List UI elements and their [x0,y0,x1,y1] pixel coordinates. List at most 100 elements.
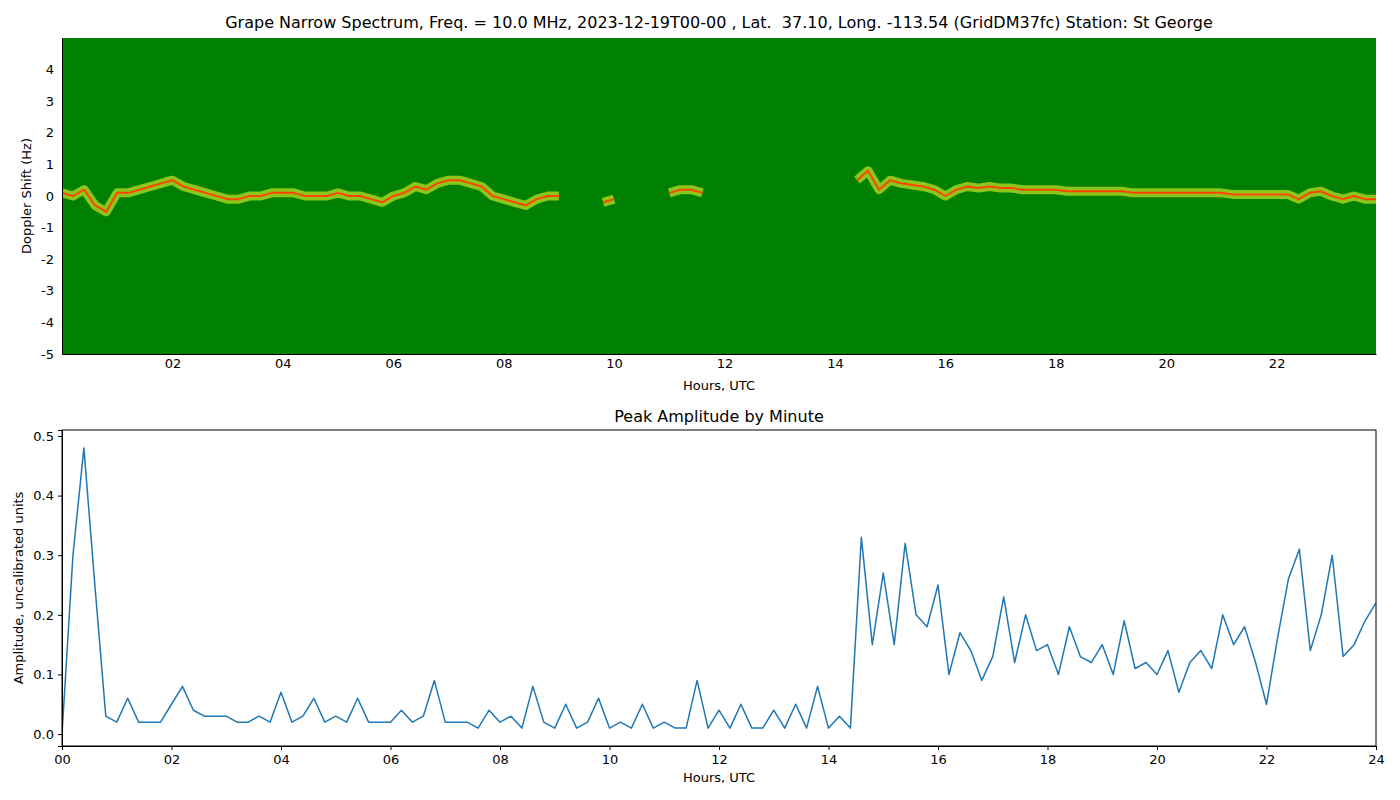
tick-label: 0.0 [33,727,54,742]
chart-title: Peak Amplitude by Minute [614,407,824,426]
tick-mark [58,615,62,616]
tick-label: 3 [46,94,54,109]
tick-mark [58,674,62,675]
axis-line [63,747,1377,751]
tick-mark [719,746,720,750]
tick-label: 16 [930,752,947,767]
panel: 0204060810121416182022-5-4-3-2-101234Gra… [19,13,1376,393]
tick: 08 [496,354,513,371]
axis-line [63,354,1377,355]
tick-label: -5 [41,347,54,362]
chart-root: 0204060810121416182022-5-4-3-2-101234Gra… [0,0,1400,800]
x-axis: 00 02 04 06 08 10 12 14 16 18 20 22 24 [54,746,1385,767]
tick: -3 [41,283,62,298]
tick-label: 1 [46,157,54,172]
tick-label: 06 [385,356,402,371]
tick-label: 12 [711,752,728,767]
panel: 00 02 04 06 08 10 12 14 16 18 20 22 24 0.0 0.1 0.2 0.3 0.… [11,407,1384,785]
tick-mark [938,746,939,750]
tick: 22 [1259,746,1276,767]
tick-label: 02 [165,356,182,371]
tick-label: 06 [383,752,400,767]
tick: 00 [54,746,71,767]
tick-label: 0.5 [33,429,54,444]
plot-frame [62,430,1376,746]
tick-label: 16 [938,356,955,371]
tick-label: 0.3 [33,548,54,563]
tick-label: 08 [492,752,509,767]
y-axis-title: Amplitude, uncalibrated units [11,491,26,684]
x-axis: 0204060810121416182022 [63,354,1377,371]
tick-label: -1 [41,220,54,235]
tick: 0.3 [33,548,62,563]
tick: 4 [46,62,62,77]
trace-halo [62,171,1376,212]
plot-background [62,430,1376,746]
marks [62,448,1376,734]
tick: 02 [165,354,182,371]
tick-mark [500,746,501,750]
tick: 10 [602,746,619,767]
tick-label: 18 [1040,752,1057,767]
tick-label: 24 [1368,752,1385,767]
tick: 0.4 [33,488,62,503]
tick-label: 04 [273,752,290,767]
tick: 0.5 [33,429,62,444]
tick-mark [58,496,62,497]
tick-label: 10 [602,752,619,767]
tick: 24 [1368,746,1385,767]
tick: 16 [938,354,955,371]
tick: 04 [275,354,292,371]
tick: 18 [1048,354,1065,371]
tick-mark [58,555,62,556]
marks [62,171,1376,212]
tick: 0 [46,189,62,204]
tick-mark [58,436,62,437]
tick-mark [58,734,62,735]
tick-label: 14 [827,356,844,371]
tick-label: 04 [275,356,292,371]
tick: 14 [821,746,838,767]
tick: 20 [1158,354,1175,371]
tick: 2 [46,125,62,140]
tick-label: -4 [41,315,54,330]
tick-label: 0.1 [33,667,54,682]
tick: 06 [385,354,402,371]
data-line [62,171,1376,212]
tick-label: 0.4 [33,488,54,503]
tick-label: 12 [717,356,734,371]
tick: 08 [492,746,509,767]
tick-mark [391,746,392,750]
y-axis: -5-4-3-2-101234 [41,39,62,362]
tick-mark [829,746,830,750]
tick-mark [281,746,282,750]
tick: 12 [711,746,728,767]
tick: 06 [383,746,400,767]
x-axis-title: Hours, UTC [683,770,755,785]
tick: 20 [1149,746,1166,767]
tick: 0.1 [33,667,62,682]
chart-title: Grape Narrow Spectrum, Freq. = 10.0 MHz,… [225,13,1213,32]
tick-label: 0 [46,189,54,204]
tick: 02 [164,746,181,767]
tick: -5 [41,347,62,362]
axis-line [62,39,63,355]
tick-label: 22 [1269,356,1286,371]
tick-label: 20 [1158,356,1175,371]
tick: 3 [46,94,62,109]
tick: 12 [717,354,734,371]
tick: 14 [827,354,844,371]
tick-label: -3 [41,283,54,298]
tick-label: 00 [54,752,71,767]
tick: 0.2 [33,607,62,622]
tick-mark [1157,746,1158,750]
x-axis-title: Hours, UTC [683,378,755,393]
tick-mark [1376,746,1377,750]
tick: -4 [41,315,62,330]
tick-mark [610,746,611,750]
tick: 18 [1040,746,1057,767]
tick: 16 [930,746,947,767]
tick-label: 2 [46,125,54,140]
tick-label: 20 [1149,752,1166,767]
data-line [62,448,1376,734]
